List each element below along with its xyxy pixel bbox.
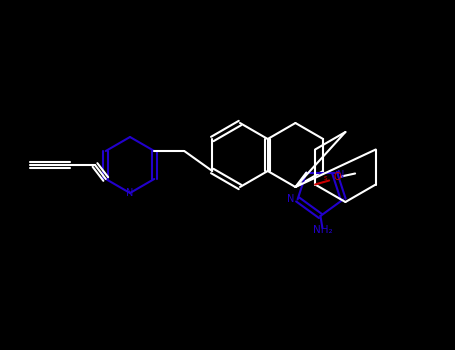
Text: NH₂: NH₂ [313, 225, 332, 235]
Text: N: N [287, 194, 294, 204]
Text: N: N [337, 170, 344, 180]
Text: N: N [126, 188, 134, 198]
Text: O: O [334, 172, 341, 182]
Text: s: s [324, 175, 327, 182]
